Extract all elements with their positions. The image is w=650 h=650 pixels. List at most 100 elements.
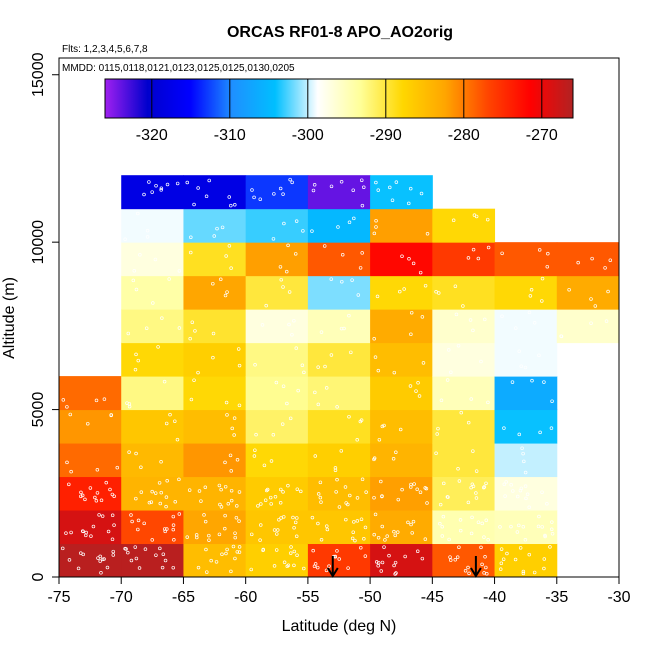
observation-point <box>189 235 193 240</box>
observation-point <box>138 253 142 257</box>
observation-point <box>233 535 237 540</box>
observation-point <box>374 560 379 564</box>
observation-point <box>380 524 385 529</box>
observation-point <box>106 529 111 534</box>
observation-point <box>280 422 285 426</box>
observation-point <box>162 527 167 531</box>
heatmap-cell <box>121 208 184 243</box>
observation-point <box>225 290 229 294</box>
observation-point <box>253 448 257 452</box>
observation-point <box>153 491 158 495</box>
observation-point <box>439 398 444 403</box>
observation-point <box>258 538 262 542</box>
observation-point <box>277 517 281 522</box>
observation-point <box>513 557 518 562</box>
heatmap-cell <box>245 208 309 243</box>
observation-point <box>513 326 518 330</box>
observation-point <box>133 367 138 372</box>
observation-point <box>188 336 192 341</box>
observation-point <box>91 524 96 529</box>
observation-point <box>203 519 208 524</box>
heatmap-cell <box>494 242 558 277</box>
observation-point <box>481 485 486 490</box>
observation-point <box>225 413 229 417</box>
observation-point <box>540 276 545 281</box>
observation-point <box>237 363 242 368</box>
observation-point <box>521 569 526 574</box>
observation-point <box>363 554 368 558</box>
observation-point <box>196 186 200 190</box>
observation-point <box>374 218 378 223</box>
observation-point <box>175 437 180 442</box>
observation-point <box>316 365 320 369</box>
observation-point <box>388 185 392 190</box>
observation-point <box>322 244 327 248</box>
observation-point <box>147 500 152 505</box>
observation-point <box>295 553 299 557</box>
observation-point <box>316 521 320 526</box>
observation-point <box>515 530 520 534</box>
observation-point <box>161 552 166 556</box>
observation-point <box>234 515 239 520</box>
colorbar-tick-label: -270 <box>526 127 558 144</box>
observation-point <box>281 515 286 519</box>
observation-point <box>409 522 413 527</box>
observation-point <box>292 563 296 568</box>
observation-point <box>134 451 138 456</box>
observation-point <box>150 538 154 542</box>
observation-point <box>157 481 162 485</box>
observation-point <box>286 563 291 567</box>
heatmap-cell <box>183 476 247 511</box>
observation-point <box>421 361 426 365</box>
observation-point <box>292 549 297 554</box>
observation-point <box>110 537 115 542</box>
heatmap-cell <box>183 242 247 277</box>
observation-point <box>154 183 158 188</box>
observation-point <box>442 481 446 486</box>
observation-point <box>379 569 384 573</box>
observation-point <box>287 322 291 327</box>
observation-point <box>171 565 176 570</box>
observation-point <box>171 514 176 519</box>
observation-point <box>65 460 69 465</box>
observation-point <box>281 384 286 388</box>
observation-point <box>131 278 136 283</box>
observation-point <box>89 534 93 538</box>
observation-point <box>468 318 473 322</box>
observation-point <box>470 515 474 520</box>
observation-point <box>372 231 377 236</box>
observation-point <box>333 468 338 472</box>
observation-point <box>272 564 277 568</box>
observation-point <box>189 397 194 402</box>
observation-point <box>95 468 100 472</box>
observation-point <box>418 270 423 275</box>
observation-point <box>446 348 451 352</box>
observation-point <box>394 571 398 575</box>
observation-point <box>604 319 609 323</box>
observation-point <box>441 514 446 519</box>
arrow-marker <box>326 556 339 578</box>
observation-point <box>545 264 550 269</box>
observation-point <box>79 490 83 495</box>
observation-point <box>393 560 398 565</box>
observation-point <box>500 251 504 256</box>
heatmap-cells <box>59 175 620 578</box>
observation-point <box>515 494 520 499</box>
observation-point <box>499 547 504 551</box>
observation-point <box>395 530 400 534</box>
observation-point <box>525 492 530 497</box>
observation-point <box>249 532 254 537</box>
observation-point <box>362 537 366 541</box>
heatmap-cell <box>432 242 496 277</box>
observation-point <box>64 531 68 535</box>
observation-point <box>268 495 273 500</box>
observation-point <box>235 504 239 508</box>
heatmap-cell <box>59 510 122 545</box>
observation-point <box>124 547 128 551</box>
x-tick-label: -75 <box>47 589 70 606</box>
observation-point <box>281 285 285 289</box>
observation-point <box>466 500 471 505</box>
observation-point <box>229 488 234 493</box>
observation-point <box>400 487 404 492</box>
observation-point <box>294 346 299 350</box>
